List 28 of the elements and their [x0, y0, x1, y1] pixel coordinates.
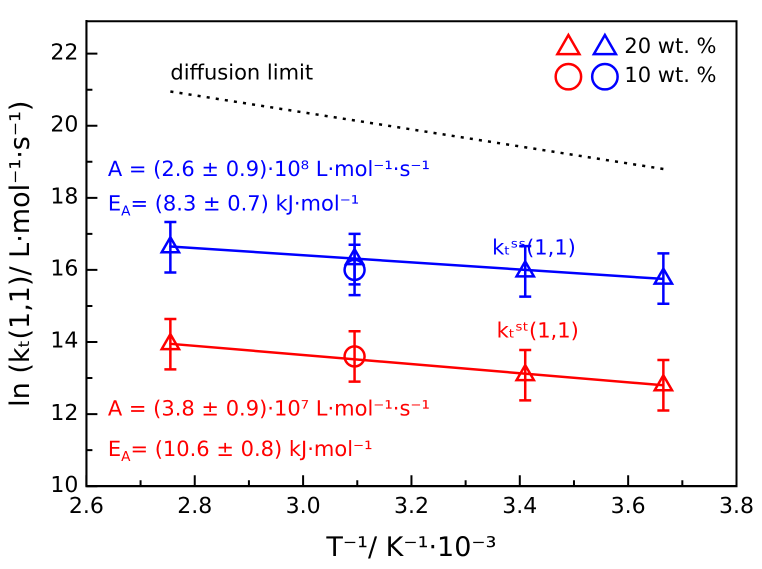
- point: [653, 267, 674, 285]
- x-tick-label: 2.8: [177, 494, 212, 520]
- series-label: diffusion limit: [170, 60, 314, 84]
- point: [653, 374, 674, 392]
- point: [344, 248, 364, 266]
- point: [160, 236, 180, 254]
- x-tick-label: 3.2: [394, 494, 429, 520]
- legend-label: 20 wt. %: [624, 34, 717, 58]
- point: [515, 364, 536, 382]
- x-tick-label: 3.0: [286, 494, 321, 520]
- x-axis-title: T⁻¹/ K⁻¹·10⁻³: [325, 532, 496, 563]
- x-tick-label: 3.4: [502, 494, 538, 520]
- annotation: kₜˢˢ(1,1): [492, 236, 576, 260]
- x-tick-label: 3.8: [719, 494, 754, 520]
- y-tick-label: 16: [50, 256, 78, 282]
- legend-label: 10 wt. %: [624, 63, 717, 88]
- point: [160, 332, 180, 350]
- annotation: A = (2.6 ± 0.9)·10⁸ L·mol⁻¹·s⁻¹: [108, 157, 430, 182]
- point: [515, 260, 536, 278]
- y-tick-label: 20: [50, 112, 78, 138]
- annotation: A = (3.8 ± 0.9)·10⁷ L·mol⁻¹·s⁻¹: [108, 396, 430, 421]
- x-tick-label: 3.6: [610, 494, 646, 520]
- y-tick-label: 22: [50, 40, 78, 66]
- annotation: kₜˢᵗ(1,1): [496, 318, 579, 342]
- y-axis-title: ln (kₜ(1,1)/ L·mol⁻¹·s⁻¹): [5, 100, 36, 407]
- y-tick-label: 18: [50, 184, 78, 210]
- y-tick-label: 14: [50, 328, 78, 354]
- y-tick-label: 12: [50, 400, 78, 426]
